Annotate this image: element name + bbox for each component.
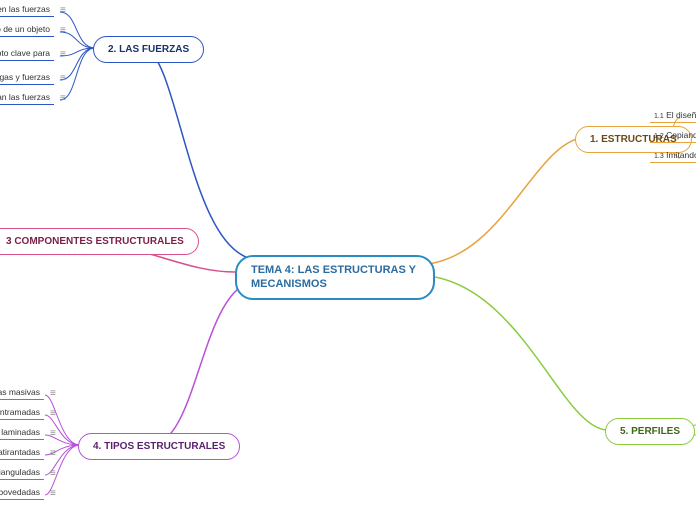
hamburger-icon: ≡ — [50, 488, 56, 499]
branch-componentes[interactable]: 3 COMPONENTES ESTRUCTURALES — [0, 228, 199, 255]
branch-2-label: 2. LAS FUERZAS — [108, 43, 189, 56]
hamburger-icon: ≡ — [50, 388, 56, 399]
leaf-b2-4[interactable]: riginan las fuerzas ≡ — [0, 92, 66, 105]
hamburger-icon: ≡ — [60, 93, 66, 104]
branch-4-label: 4. TIPOS ESTRUCTURALES — [93, 440, 225, 453]
hamburger-icon: ≡ — [50, 408, 56, 419]
leaf-b4-5[interactable]: s abovedadas ≡ — [0, 487, 56, 500]
leaf-b1-2[interactable]: 1.3 Imitando la — [650, 150, 696, 163]
branch-3-label: 3 COMPONENTES ESTRUCTURALES — [6, 235, 184, 248]
hamburger-icon: ≡ — [60, 73, 66, 84]
branch-fuerzas[interactable]: 2. LAS FUERZAS — [93, 36, 204, 63]
hamburger-icon: ≡ — [60, 5, 66, 16]
hamburger-icon: ≡ — [50, 448, 56, 459]
hamburger-icon: ≡ — [50, 468, 56, 479]
leaf-b2-3[interactable]: e cargas y fuerzas ≡ — [0, 72, 66, 85]
leaf-b4-3[interactable]: s y atirantadas ≡ — [0, 447, 56, 460]
hamburger-icon: ≡ — [60, 25, 66, 36]
branch-tipos[interactable]: 4. TIPOS ESTRUCTURALES — [78, 433, 240, 460]
leaf-b2-0[interactable]: miden las fuerzas ≡ — [0, 4, 66, 17]
leaf-b4-4[interactable]: s trianguladas ≡ — [0, 467, 56, 480]
leaf-b1-0[interactable]: 1.1 El diseño d — [650, 110, 696, 123]
hamburger-icon: ≡ — [50, 428, 56, 439]
leaf-b4-1[interactable]: s entramadas ≡ — [0, 407, 56, 420]
branch-perfiles[interactable]: 5. PERFILES — [605, 418, 695, 445]
leaf-b4-2[interactable]: ras laminadas ≡ — [0, 427, 56, 440]
branch-5-label: 5. PERFILES — [620, 425, 680, 438]
center-node[interactable]: TEMA 4: LAS ESTRUCTURAS Y MECANISMOS — [235, 255, 435, 300]
leaf-b1-1[interactable]: 1.2 Copiando a — [650, 130, 696, 143]
leaf-b2-2[interactable]: oncepto clave para ≡ — [0, 48, 66, 61]
leaf-b4-0[interactable]: turas masivas ≡ — [0, 387, 56, 400]
leaf-b2-1[interactable]: ilibrio de un objeto ≡ — [0, 24, 66, 37]
hamburger-icon: ≡ — [60, 49, 66, 60]
center-label: TEMA 4: LAS ESTRUCTURAS Y MECANISMOS — [251, 263, 419, 292]
